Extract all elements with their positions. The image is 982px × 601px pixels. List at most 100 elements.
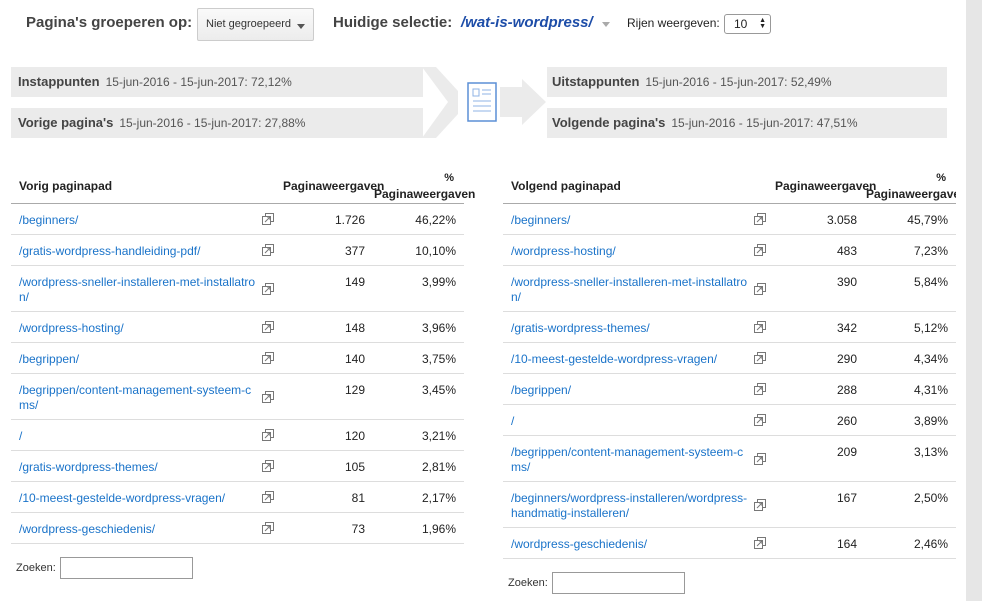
table-row: /10-meest-gestelde-wordpress-vragen/290 4… (503, 343, 956, 374)
row-percentage: 2,17% (421, 491, 456, 505)
row-path-link[interactable]: /begrippen/content-management-systeem-cm… (511, 445, 744, 474)
table-row: /10-meest-gestelde-wordpress-vragen/81 2,… (11, 482, 464, 513)
row-path-link[interactable]: /wordpress-sneller-installeren-met-insta… (19, 275, 256, 304)
row-percentage: 2,46% (913, 537, 948, 551)
row-views: 3.058 (826, 213, 857, 227)
row-views: 377 (344, 244, 365, 258)
table-row: /wordpress-sneller-installeren-met-insta… (503, 266, 956, 312)
open-in-new-icon[interactable] (262, 429, 274, 441)
row-path-link[interactable]: /gratis-wordpress-themes/ (511, 321, 650, 335)
previous-search-input[interactable] (60, 557, 193, 579)
page-scroll-area (966, 0, 982, 601)
open-in-new-icon[interactable] (262, 460, 274, 472)
row-percentage: 2,81% (421, 460, 456, 474)
row-views: 149 (344, 275, 365, 289)
updown-icon: ▲ ▼ (759, 17, 766, 30)
chevron-down-icon[interactable] (602, 22, 610, 27)
row-percentage: 45,79% (907, 213, 948, 227)
current-selection-label: Huidige selectie: (333, 14, 453, 31)
row-path-link[interactable]: /wordpress-hosting/ (511, 244, 616, 258)
open-in-new-icon[interactable] (754, 244, 766, 256)
row-percentage: 2,50% (913, 491, 948, 505)
row-path-link[interactable]: /wordpress-geschiedenis/ (19, 522, 156, 536)
next-pages-title: Volgende pagina's (552, 115, 666, 130)
previous-path-table: Vorig paginapad Paginaweergaven % Pagina… (11, 170, 475, 544)
row-views: 129 (344, 383, 365, 397)
open-in-new-icon[interactable] (262, 522, 274, 534)
row-path-link[interactable]: /wordpress-sneller-installeren-met-insta… (511, 275, 748, 304)
previous-pages-title: Vorige pagina's (18, 115, 114, 130)
col-header-views[interactable]: Paginaweergaven (283, 179, 385, 193)
row-views: 209 (836, 445, 857, 459)
row-path-link[interactable]: /gratis-wordpress-themes/ (19, 460, 158, 474)
entrances-title: Instappunten (18, 74, 100, 89)
row-percentage: 46,22% (415, 213, 456, 227)
row-views: 1.726 (334, 213, 365, 227)
open-in-new-icon[interactable] (262, 352, 274, 364)
row-path-link[interactable]: / (511, 414, 515, 428)
row-path-link[interactable]: /10-meest-gestelde-wordpress-vragen/ (511, 352, 718, 366)
col-header-pct[interactable]: Paginaweergaven (374, 187, 476, 201)
row-path-link[interactable]: /wordpress-hosting/ (19, 321, 124, 335)
col-header-path[interactable]: Vorig paginapad (19, 179, 113, 193)
row-percentage: 3,96% (421, 321, 456, 335)
table-row: /wordpress-geschiedenis/164 2,46% (503, 528, 956, 559)
exits-box: Uitstappunten 15-jun-2016 - 15-jun-2017: … (547, 67, 947, 97)
entrances-box: Instappunten 15-jun-2016 - 15-jun-2017: 7… (11, 67, 423, 97)
row-path-link[interactable]: /beginners/ (19, 213, 79, 227)
open-in-new-icon[interactable] (754, 213, 766, 225)
row-path-link[interactable]: /wordpress-geschiedenis/ (511, 537, 648, 551)
group-by-select[interactable]: Niet gegroepeerd (197, 8, 314, 41)
row-path-link[interactable]: /begrippen/content-management-systeem-cm… (19, 383, 252, 412)
rows-label: Rijen weergeven: (627, 16, 720, 30)
open-in-new-icon[interactable] (262, 321, 274, 333)
open-in-new-icon[interactable] (262, 491, 274, 503)
exits-detail: 15-jun-2016 - 15-jun-2017: 52,49% (645, 75, 832, 89)
current-selection-value[interactable]: /wat-is-wordpress/ (461, 14, 593, 31)
row-views: 81 (351, 491, 365, 505)
open-in-new-icon[interactable] (754, 453, 766, 465)
row-views: 483 (836, 244, 857, 258)
next-search-label: Zoeken: (508, 577, 548, 589)
row-percentage: 3,75% (421, 352, 456, 366)
row-path-link[interactable]: /gratis-wordpress-handleiding-pdf/ (19, 244, 201, 258)
page-flow-icon (422, 67, 546, 138)
open-in-new-icon[interactable] (262, 213, 274, 225)
table-row: /beginners/3.058 45,79% (503, 204, 956, 235)
open-in-new-icon[interactable] (262, 244, 274, 256)
exits-title: Uitstappunten (552, 74, 640, 89)
row-path-link[interactable]: /beginners/wordpress-installeren/wordpre… (511, 491, 748, 520)
rows-value: 10 (734, 17, 748, 31)
row-path-link[interactable]: /begrippen/ (19, 352, 80, 366)
next-pages-box: Volgende pagina's 15-jun-2016 - 15-jun-20… (547, 108, 947, 138)
previous-pages-detail: 15-jun-2016 - 15-jun-2017: 27,88% (119, 116, 306, 130)
next-path-table: Volgend paginapad Paginaweergaven % Pagi… (503, 170, 956, 559)
open-in-new-icon[interactable] (754, 321, 766, 333)
open-in-new-icon[interactable] (262, 391, 274, 403)
table-row: /gratis-wordpress-handleiding-pdf/377 10,… (11, 235, 464, 266)
open-in-new-icon[interactable] (754, 283, 766, 295)
table-header: Volgend paginapad Paginaweergaven % Pagi… (503, 170, 956, 204)
row-path-link[interactable]: /10-meest-gestelde-wordpress-vragen/ (19, 491, 226, 505)
open-in-new-icon[interactable] (754, 414, 766, 426)
row-percentage: 3,21% (421, 429, 456, 443)
col-header-pct[interactable]: Paginaweergaven (866, 187, 956, 201)
row-path-link[interactable]: / (19, 429, 23, 443)
rows-select[interactable]: 10 ▲ ▼ (724, 14, 771, 34)
next-search-input[interactable] (552, 572, 685, 594)
row-percentage: 4,31% (913, 383, 948, 397)
controls-bar: Pagina's groeperen op: Niet gegroepeerd … (0, 0, 966, 50)
row-percentage: 5,12% (913, 321, 948, 335)
col-header-path[interactable]: Volgend paginapad (511, 179, 621, 193)
open-in-new-icon[interactable] (262, 283, 274, 295)
col-header-views[interactable]: Paginaweergaven (775, 179, 877, 193)
row-views: 260 (836, 414, 857, 428)
table-row: /wordpress-hosting/148 3,96% (11, 312, 464, 343)
row-path-link[interactable]: /beginners/ (511, 213, 571, 227)
open-in-new-icon[interactable] (754, 499, 766, 511)
open-in-new-icon[interactable] (754, 352, 766, 364)
table-row: /beginners/wordpress-installeren/wordpre… (503, 482, 956, 528)
open-in-new-icon[interactable] (754, 537, 766, 549)
row-path-link[interactable]: /begrippen/ (511, 383, 572, 397)
open-in-new-icon[interactable] (754, 383, 766, 395)
